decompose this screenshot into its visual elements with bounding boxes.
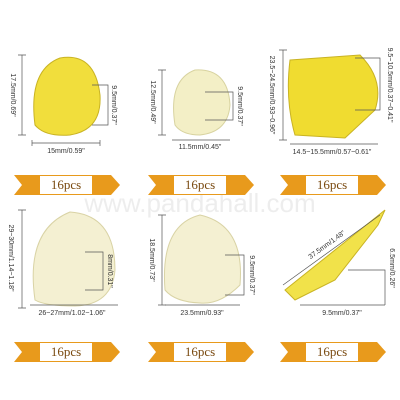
badge-inner	[40, 176, 92, 194]
width-label: 9.5mm/0.37"	[322, 310, 362, 317]
height-label: 23.5~24.5mm/0.93~0.96"	[268, 56, 275, 135]
badge-text: 16pcs	[317, 344, 347, 359]
badge-inner	[174, 343, 226, 361]
inner-label: 9.5mm/0.37"	[236, 86, 243, 126]
count-badge: 16pcs	[148, 175, 254, 195]
count-badge: 16pcs	[280, 342, 386, 362]
dimension-lines	[18, 49, 386, 309]
shells	[32, 54, 386, 307]
badge-inner	[306, 343, 358, 361]
badge-text: 16pcs	[317, 177, 347, 192]
width-label: 15mm/0.59"	[47, 148, 85, 155]
badge-text: 16pcs	[185, 344, 215, 359]
shell	[287, 54, 379, 139]
shell	[163, 214, 241, 304]
count-badge: 16pcs	[14, 175, 120, 195]
shell	[284, 209, 386, 301]
count-badge: 16pcs	[280, 175, 386, 195]
badge-inner	[174, 176, 226, 194]
badge-text: 16pcs	[185, 177, 215, 192]
count-badge: 16pcs	[14, 342, 120, 362]
width-label: 14.5~15.5mm/0.57~0.61"	[293, 149, 372, 156]
height-label: 17.5mm/0.69"	[9, 73, 16, 117]
badge-inner	[306, 176, 358, 194]
shell	[173, 69, 231, 136]
shell	[33, 56, 101, 136]
width-label: 23.5mm/0.93"	[180, 310, 224, 317]
count-badge: 16pcs	[148, 342, 254, 362]
inner-label: 6.5mm/0.26"	[388, 248, 395, 288]
badge-text: 16pcs	[51, 344, 81, 359]
inner-label: 9.5mm/0.37"	[248, 255, 255, 295]
badge-inner	[40, 343, 92, 361]
inner-label: 8mm/0.31"	[106, 254, 113, 288]
width-label: 11.5mm/0.45"	[179, 144, 222, 151]
shell	[32, 211, 116, 307]
width-label: 26~27mm/1.02~1.06"	[38, 310, 106, 317]
height-label: 29~30mm/1.14~1.18"	[7, 224, 14, 292]
inner-label: 9.5mm/0.37"	[110, 85, 117, 125]
badge-text: 16pcs	[51, 177, 81, 192]
height-label: 12.5mm/0.49"	[149, 80, 156, 124]
height-label: 18.5mm/0.73"	[148, 238, 155, 282]
inner-label: 9.5~10.5mm/0.37~0.41"	[386, 48, 393, 123]
